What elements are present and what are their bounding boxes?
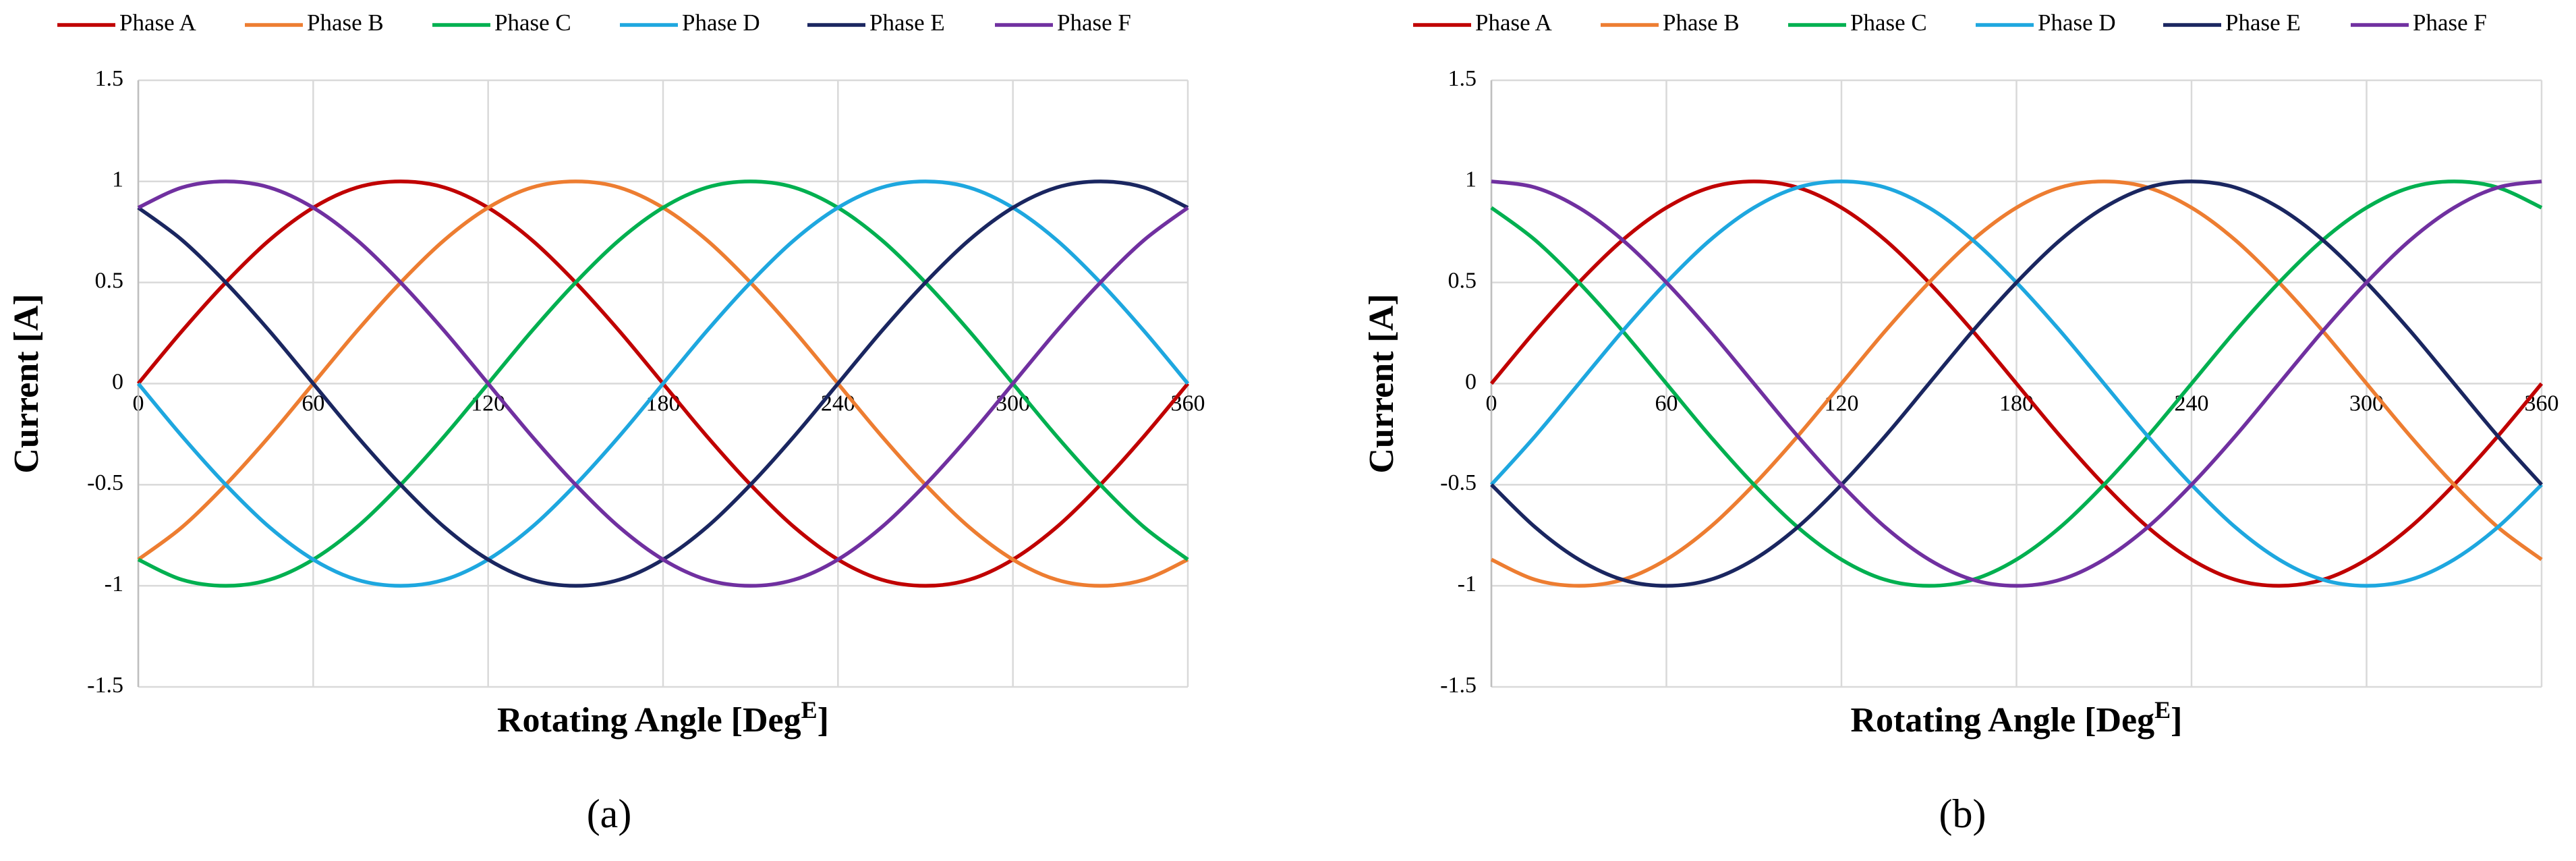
- series-line: [137, 179, 1189, 588]
- panel-caption: (a): [587, 791, 632, 836]
- x-axis-title-suffix: ]: [818, 701, 829, 740]
- legend-label: Phase E: [869, 9, 945, 36]
- y-tick-label: 0: [1465, 369, 1477, 394]
- y-tick-label: -0.5: [1440, 470, 1477, 495]
- series-line: [1490, 179, 2544, 588]
- y-tick-label: -1: [1458, 572, 1477, 596]
- x-axis-title: Rotating Angle [DegE]: [1851, 696, 2183, 740]
- legend-label: Phase F: [2413, 9, 2487, 36]
- legend-label: Phase B: [307, 9, 384, 36]
- y-tick-label: 1.5: [1448, 66, 1477, 91]
- y-tick-label: -1.5: [87, 673, 123, 698]
- y-tick-label: 1: [1465, 167, 1477, 192]
- x-tick-label: 180: [646, 391, 681, 416]
- y-tick-label: 1.5: [95, 66, 124, 91]
- series-line: [1491, 179, 2542, 588]
- series-line: [1490, 179, 2543, 588]
- x-axis-title: Rotating Angle [DegE]: [497, 696, 829, 740]
- legend-label: Phase A: [1475, 9, 1552, 36]
- series-line: [1490, 179, 2543, 588]
- x-tick-label: 300: [2349, 391, 2384, 416]
- chart: -1.5-1-0.500.511.5060120180240300360Phas…: [1363, 9, 2559, 836]
- y-tick-label: 0: [112, 369, 123, 394]
- y-tick-label: -1.5: [1440, 673, 1477, 698]
- x-axis-title-text: Rotating Angle [Deg: [497, 701, 801, 740]
- series-line: [1489, 179, 2544, 588]
- legend-label: Phase F: [1057, 9, 1131, 36]
- x-tick-label: 180: [1999, 391, 2034, 416]
- legend-label: Phase C: [494, 9, 571, 36]
- legend-label: Phase D: [2038, 9, 2116, 36]
- panel-caption: (b): [1939, 791, 1986, 836]
- x-tick-label: 240: [2175, 391, 2209, 416]
- x-tick-label: 360: [1171, 391, 1205, 416]
- x-tick-label: 240: [821, 391, 855, 416]
- y-tick-label: -1: [105, 572, 123, 596]
- x-axis-title-superscript: E: [801, 696, 818, 723]
- x-tick-label: 300: [996, 391, 1030, 416]
- y-tick-label: 1: [112, 167, 123, 192]
- y-tick-label: -0.5: [87, 470, 123, 495]
- legend-label: Phase C: [1850, 9, 1927, 36]
- x-tick-label: 120: [471, 391, 505, 416]
- legend-label: Phase B: [1663, 9, 1740, 36]
- legend-label: Phase D: [682, 9, 760, 36]
- x-axis-title-superscript: E: [2154, 696, 2171, 723]
- x-axis-title-suffix: ]: [2171, 701, 2182, 740]
- y-tick-label: 0.5: [1448, 268, 1477, 293]
- y-tick-label: 0.5: [95, 268, 124, 293]
- y-axis-title: Current [A]: [1363, 294, 1401, 473]
- x-axis-title-text: Rotating Angle [Deg: [1851, 701, 2155, 740]
- x-tick-label: 120: [1825, 391, 1859, 416]
- series-line: [137, 179, 1189, 588]
- x-tick-label: 360: [2525, 391, 2559, 416]
- chart: -1.5-1-0.500.511.5060120180240300360Phas…: [7, 9, 1205, 836]
- legend-label: Phase E: [2225, 9, 2301, 36]
- legend-label: Phase A: [119, 9, 196, 36]
- y-axis-title: Current [A]: [7, 294, 46, 473]
